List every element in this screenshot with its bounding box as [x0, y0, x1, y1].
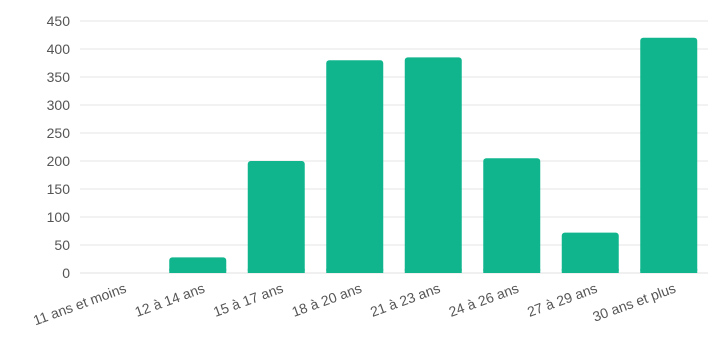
bar-6: [483, 158, 541, 273]
x-category-label-3: 15 à 17 ans: [211, 280, 285, 320]
x-category-label-6: 24 à 26 ans: [447, 280, 521, 320]
x-category-label-2: 12 à 14 ans: [133, 280, 207, 320]
gridlines: [80, 20, 708, 274]
x-category-label-4: 18 à 20 ans: [290, 280, 364, 320]
y-tick-label-250: 250: [47, 125, 71, 141]
bar-5: [404, 57, 462, 274]
bar-3: [247, 161, 305, 273]
bars: [169, 37, 698, 274]
y-tick-label-350: 350: [47, 69, 71, 85]
y-tick-label-150: 150: [47, 181, 71, 197]
x-category-label-7: 27 à 29 ans: [525, 280, 599, 320]
y-tick-label-50: 50: [54, 237, 70, 253]
bar-2-base: [169, 269, 227, 273]
bar-7: [561, 232, 619, 273]
x-axis-category-labels: 11 ans et moins 12 à 14 ans 15 à 17 ans 18 …: [31, 280, 678, 328]
bar-6-base: [483, 269, 541, 273]
y-tick-label-300: 300: [47, 97, 71, 113]
bar-5-base: [404, 269, 462, 273]
y-axis-tick-labels: 0 50 100 150 200 250 300 350 400 450: [47, 13, 71, 281]
x-category-label-5: 21 à 23 ans: [368, 280, 442, 320]
y-tick-label-450: 450: [47, 13, 71, 29]
y-tick-label-200: 200: [47, 153, 71, 169]
y-tick-label-100: 100: [47, 209, 71, 225]
bar-4: [326, 60, 384, 274]
bar-4-base: [326, 269, 384, 273]
y-tick-label-0: 0: [62, 265, 70, 281]
x-category-label-1: 11 ans et moins: [31, 280, 128, 328]
x-category-label-8: 30 ans et plus: [590, 280, 677, 325]
y-tick-label-400: 400: [47, 41, 71, 57]
bar-3-base: [247, 269, 305, 273]
bar-7-base: [561, 269, 619, 273]
bar-8: [640, 37, 698, 273]
bar-8-base: [640, 269, 698, 273]
